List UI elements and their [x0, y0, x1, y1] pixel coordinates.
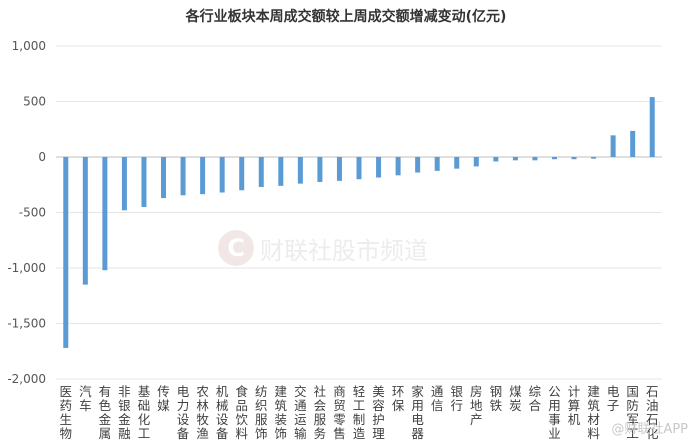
bar: [219, 157, 225, 193]
x-tick-label: 交通运输: [294, 384, 307, 441]
x-tick-label: 电子: [607, 384, 620, 413]
bar: [532, 157, 538, 161]
bar: [258, 157, 264, 187]
x-tick-label: 银行: [450, 384, 463, 413]
x-tick-label: 传媒: [157, 384, 170, 413]
x-tick-label: 电力设备: [177, 384, 190, 441]
bar: [200, 157, 206, 195]
x-tick-label: 社会服务: [314, 384, 327, 441]
y-tick-label: 1,000: [12, 39, 46, 53]
bar: [82, 157, 88, 285]
bar: [376, 157, 382, 178]
watermark-text: 财联社股市频道: [260, 236, 428, 265]
x-tick-label: 钢铁: [490, 384, 503, 413]
x-tick-label: 建筑装饰: [275, 384, 288, 441]
x-tick-label: 通信: [431, 384, 444, 413]
cls-logo-icon: C: [218, 230, 254, 266]
x-tick-label: 有色金属: [99, 384, 112, 441]
y-tick-label: -1,000: [7, 261, 46, 275]
bar: [356, 157, 362, 180]
x-tick-label: 房地产: [470, 384, 483, 427]
x-tick-label: 石油石化: [646, 384, 659, 441]
bar: [63, 157, 69, 348]
bar: [395, 157, 401, 176]
x-tick-label: 医药生物: [60, 384, 73, 441]
x-tick-label: 建筑材料: [587, 384, 600, 441]
bar: [434, 157, 440, 171]
bar: [180, 157, 186, 196]
bar: [591, 157, 597, 159]
bar: [141, 157, 147, 207]
y-tick-label: 500: [23, 95, 46, 109]
bar: [630, 130, 636, 157]
y-tick-label: -2,000: [7, 372, 46, 386]
bar: [317, 157, 323, 182]
x-tick-label: 美容护理: [372, 384, 385, 441]
bar: [493, 157, 499, 162]
bar: [610, 135, 616, 157]
y-tick-label: -500: [19, 206, 46, 220]
y-tick-label: 0: [38, 150, 46, 164]
x-tick-label: 综合: [529, 384, 542, 413]
bar: [473, 157, 479, 167]
bar: [512, 157, 518, 161]
bar: [454, 157, 460, 169]
x-tick-label: 农林牧渔: [196, 384, 209, 441]
bar: [102, 157, 108, 271]
bar: [336, 157, 342, 181]
corner-watermark: @财联社APP: [611, 422, 688, 437]
bar: [121, 157, 127, 211]
x-tick-label: 国防军工: [626, 384, 639, 441]
bar: [161, 157, 167, 199]
bar: [297, 157, 303, 184]
x-tick-label: 食品饮料: [235, 384, 248, 441]
x-tick-label: 公用事业: [548, 384, 561, 441]
y-tick-label: -1,500: [7, 317, 46, 331]
bar: [649, 97, 655, 157]
chart-title: 各行业板块本周成交额较上周成交额增减变动(亿元): [185, 9, 507, 25]
x-tick-label: 家用电器: [411, 384, 424, 441]
x-tick-label: 计算机: [568, 384, 581, 427]
x-tick-label: 商贸零售: [333, 384, 346, 441]
x-tick-label: 非银金融: [118, 384, 131, 441]
watermark: C 财联社股市频道: [218, 230, 428, 266]
x-tick-label: 基础化工: [138, 384, 151, 441]
bar: [415, 157, 421, 173]
x-tick-label: 机械设备: [216, 384, 229, 441]
bar: [571, 157, 577, 160]
x-tick-label: 煤炭: [509, 384, 522, 413]
x-tick-label: 纺织服饰: [255, 384, 268, 441]
x-tick-label: 环保: [392, 384, 405, 413]
bar: [239, 157, 245, 191]
x-tick-label: 汽车: [79, 384, 92, 413]
x-tick-label: 轻工制造: [353, 384, 366, 441]
bar: [278, 157, 284, 186]
bar: [551, 157, 557, 160]
